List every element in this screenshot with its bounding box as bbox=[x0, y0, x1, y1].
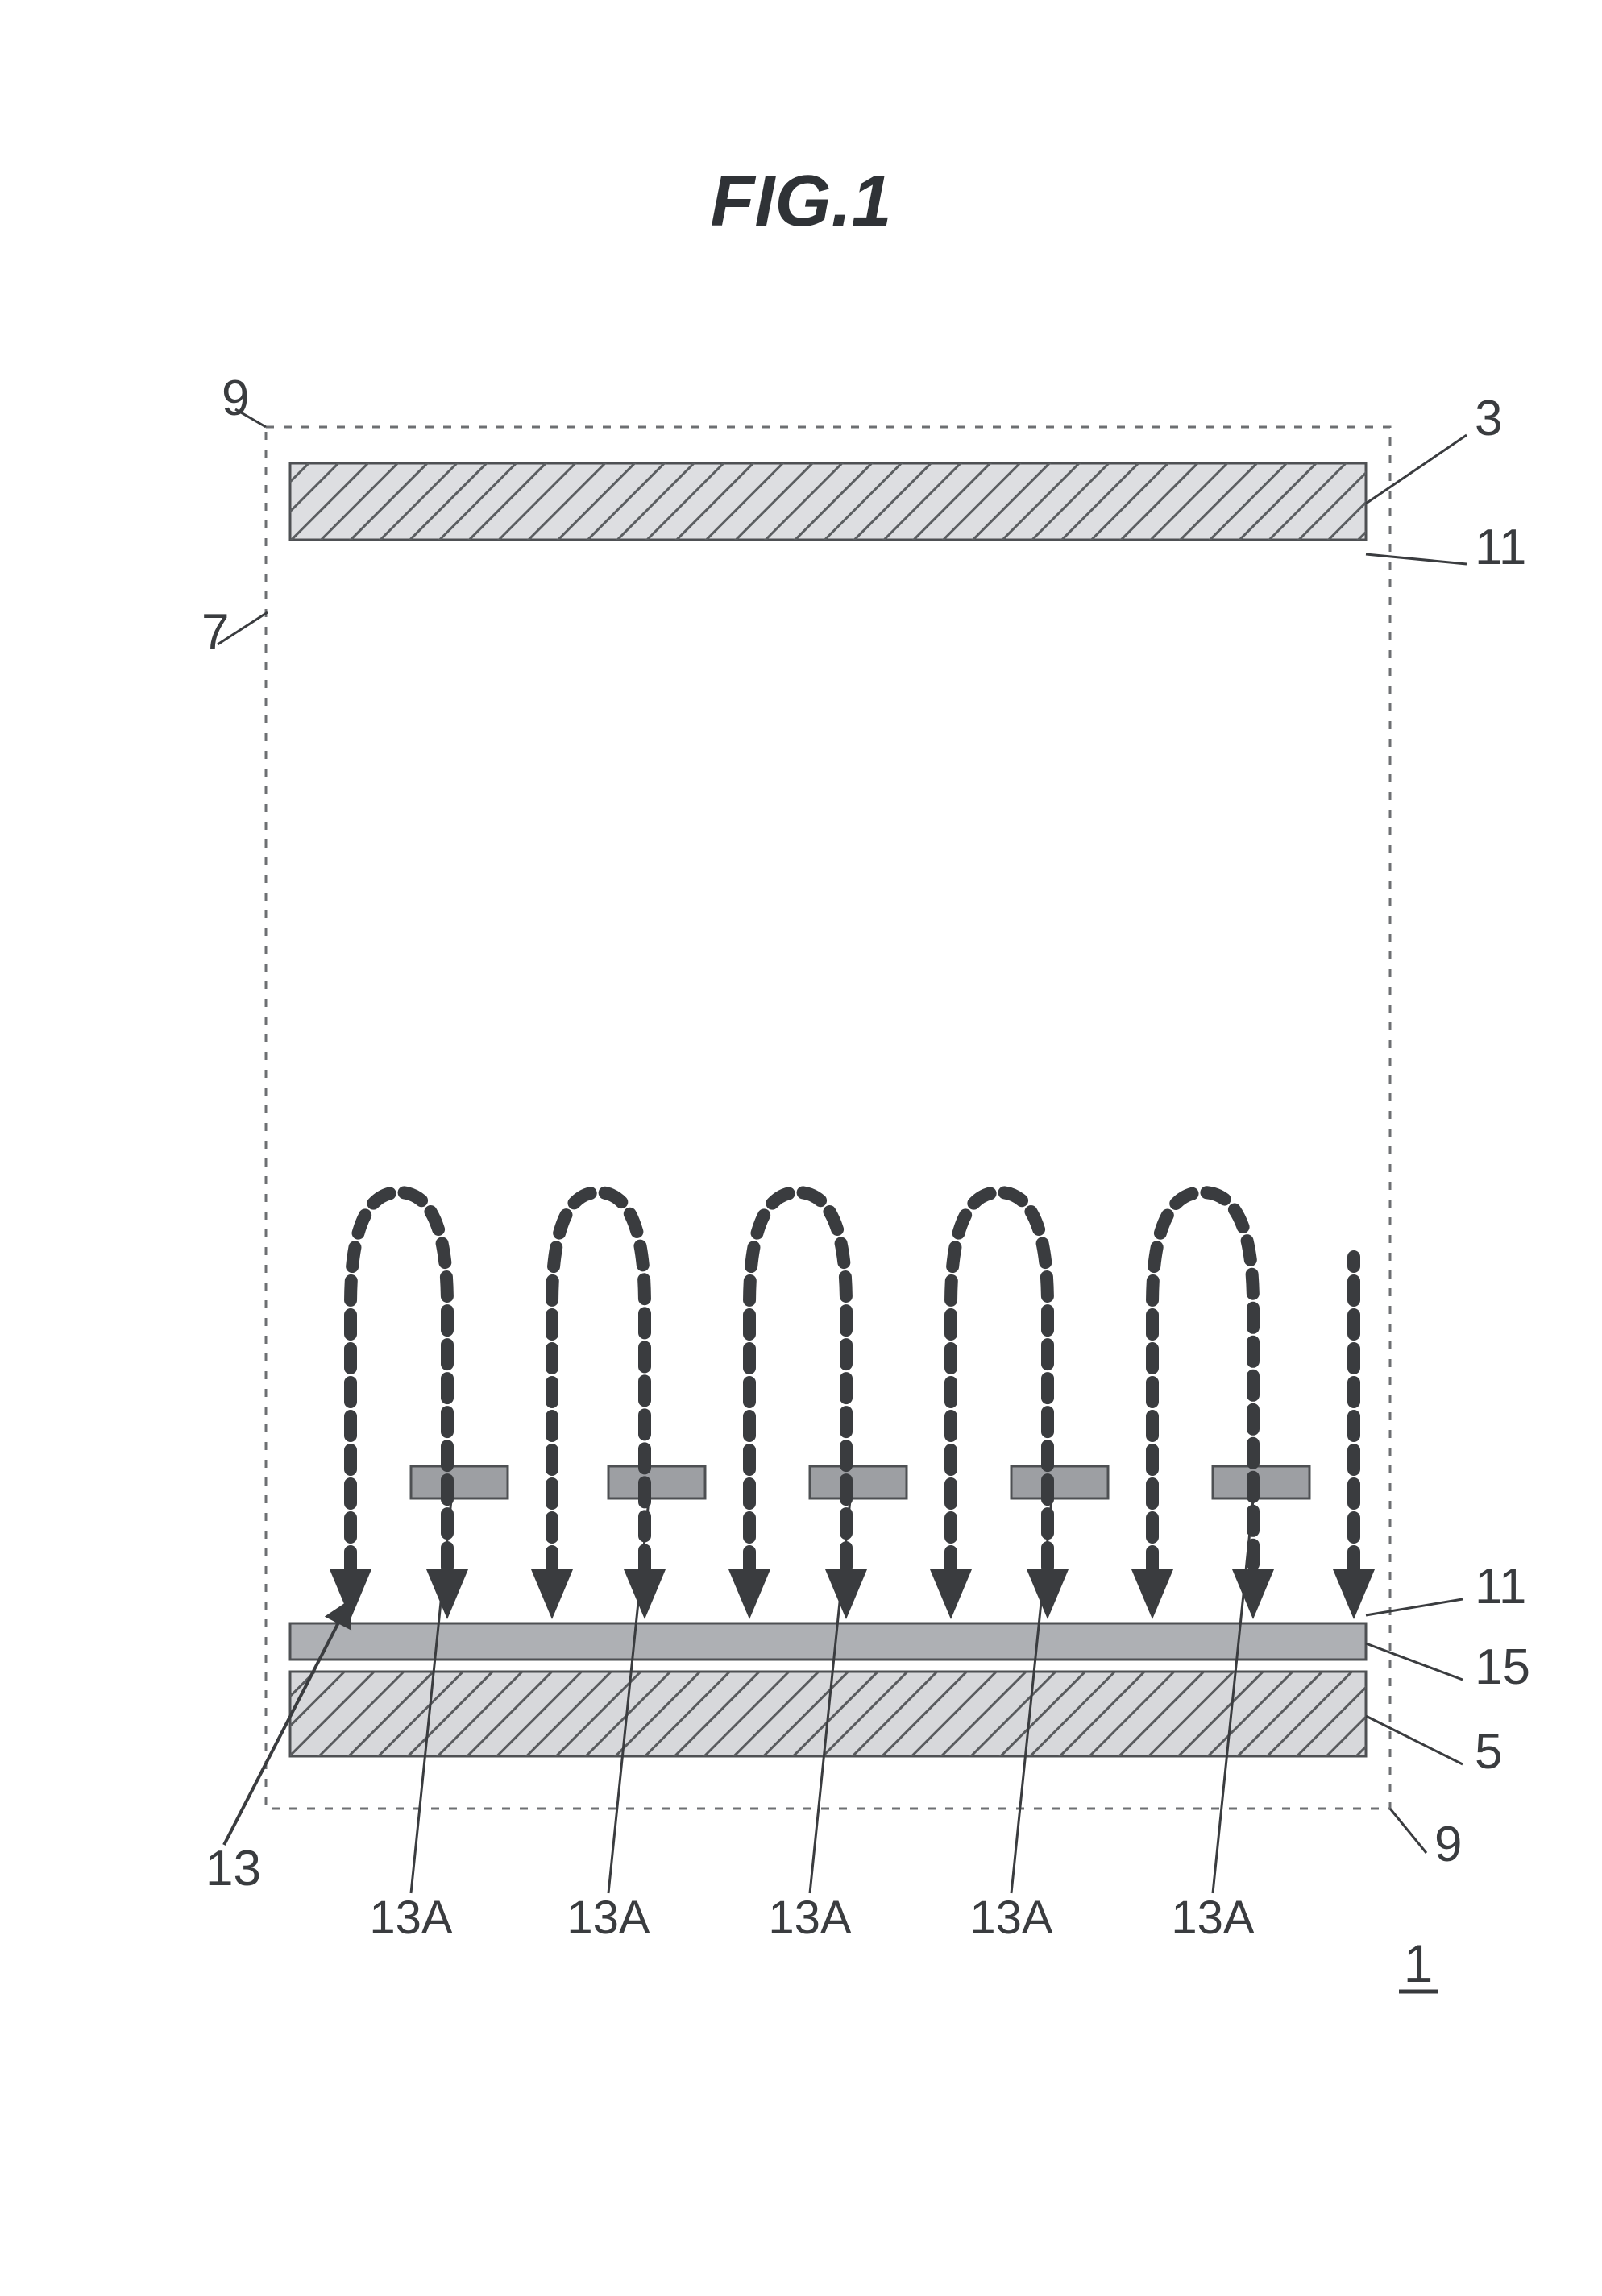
callout-label: 9 bbox=[222, 371, 249, 426]
figure-title: FIG.1 bbox=[710, 161, 891, 242]
enclosure-box-9 bbox=[266, 427, 1390, 1809]
label-13A: 13A bbox=[969, 1892, 1053, 1944]
label-13A: 13A bbox=[369, 1892, 453, 1944]
label-13A: 13A bbox=[1171, 1892, 1255, 1944]
tab-13A bbox=[411, 1466, 508, 1498]
callout-label: 3 bbox=[1475, 391, 1502, 446]
label-13A: 13A bbox=[567, 1892, 650, 1944]
figure-stage: FIG.113A13A13A13A13A31111155997131 bbox=[0, 0, 1602, 2296]
callout-label: 5 bbox=[1475, 1724, 1502, 1780]
callout-label: 11 bbox=[1475, 520, 1526, 575]
layer-3-hatch bbox=[290, 463, 1366, 540]
callout-label: 9 bbox=[1434, 1817, 1462, 1872]
tab-13A bbox=[1011, 1466, 1108, 1498]
assembly-label: 1 bbox=[1404, 1933, 1434, 1993]
tab-13A bbox=[608, 1466, 705, 1498]
label-13A: 13A bbox=[768, 1892, 852, 1944]
layer-15 bbox=[290, 1623, 1366, 1660]
callout-label: 15 bbox=[1475, 1639, 1530, 1695]
callout-label: 11 bbox=[1475, 1559, 1526, 1614]
leader-line bbox=[1390, 1809, 1426, 1853]
callout-label: 13 bbox=[205, 1841, 261, 1896]
callout-label: 7 bbox=[201, 604, 229, 660]
tab-13A bbox=[1213, 1466, 1309, 1498]
tab-13A bbox=[810, 1466, 907, 1498]
figure-svg: FIG.113A13A13A13A13A31111155997131 bbox=[0, 0, 1602, 2296]
